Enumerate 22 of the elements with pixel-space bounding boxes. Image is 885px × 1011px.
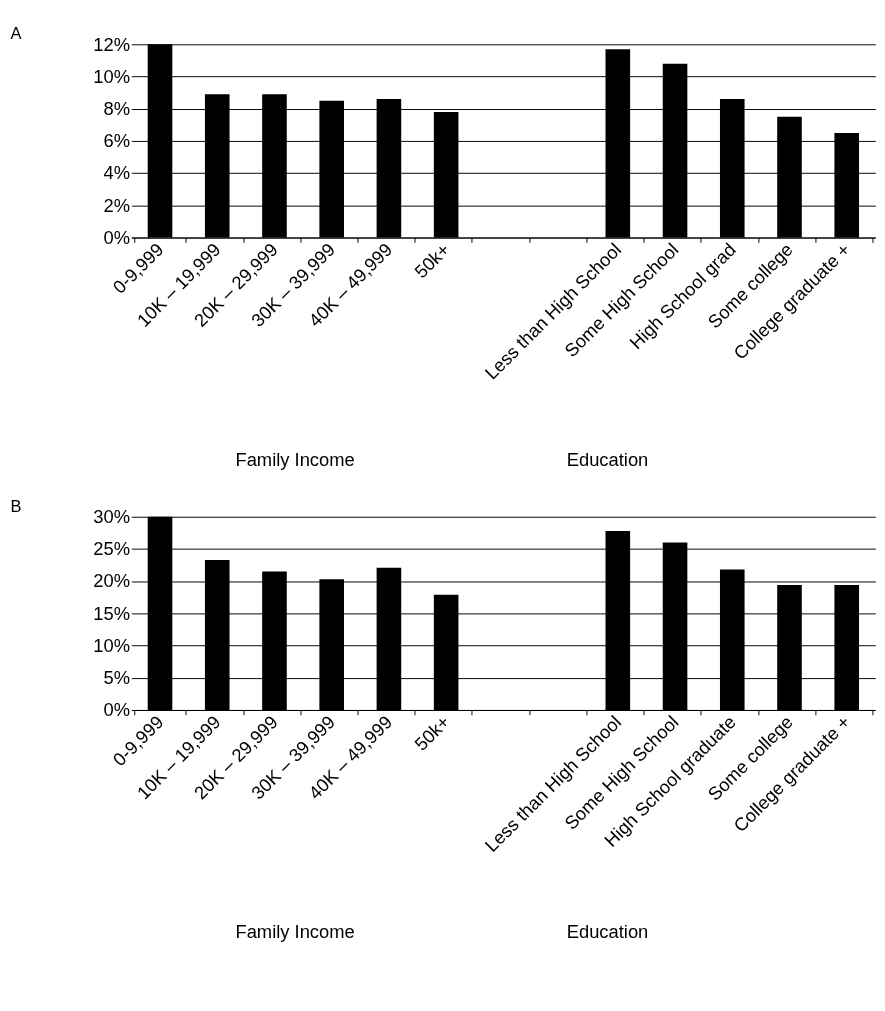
- text: Family Income: [235, 448, 355, 470]
- y-tick-label: 8%: [103, 98, 130, 119]
- x-tick-label: 50k+: [410, 238, 454, 283]
- y-tick-label: 10%: [93, 634, 130, 656]
- y-tick-label: 30%: [93, 506, 130, 528]
- chart-title: B: [10, 496, 22, 515]
- text: Education: [566, 921, 649, 943]
- y-tick-label: 5%: [103, 667, 130, 689]
- y-tick-label: 4%: [103, 162, 130, 184]
- y-tick-label: 15%: [93, 602, 130, 624]
- y-tick-label: 12%: [93, 33, 130, 55]
- text: Education: [566, 448, 649, 470]
- y-tick-label: 0%: [103, 226, 130, 248]
- y-tick-label: 2%: [103, 194, 130, 216]
- text: Family Income: [235, 921, 355, 943]
- y-tick-label: 0%: [103, 699, 130, 721]
- y-tick-label: 10%: [93, 65, 130, 87]
- x-tick-label: 50k+: [410, 711, 454, 755]
- y-tick-label: 6%: [103, 130, 130, 152]
- y-tick-label: 20%: [93, 570, 130, 592]
- chart-title: A: [10, 24, 22, 43]
- y-tick-label: 25%: [93, 538, 130, 560]
